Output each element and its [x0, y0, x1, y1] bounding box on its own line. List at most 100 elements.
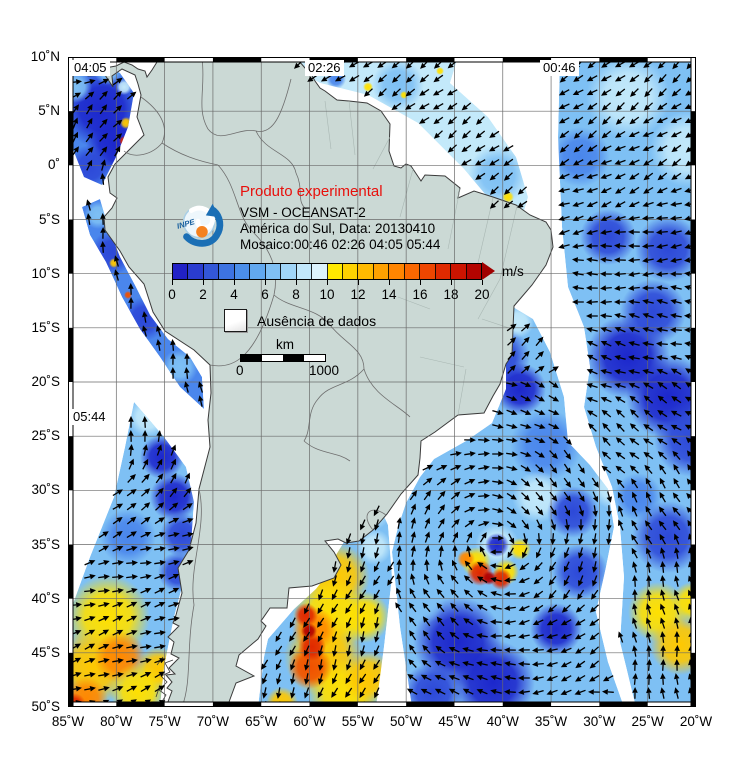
lon-tick-label: 40˚W: [486, 714, 519, 729]
title-block: Produto experimental VSM - OCEANSAT-2 Am…: [240, 183, 440, 253]
colorbar-tickmark: [358, 280, 359, 285]
colorbar-arrow-tip: [482, 262, 495, 280]
mosaic-times-line: Mosaico:00:46 02:26 04:05 05:44: [240, 237, 441, 252]
colorbar-tick-label: 14: [381, 287, 397, 302]
no-data-legend: Ausência de dados: [224, 309, 376, 332]
colorbar-segment: [219, 264, 235, 279]
colorbar-segment: [281, 264, 297, 279]
lat-tick-label: 40˚S: [31, 590, 60, 606]
lon-tick-label: 55˚W: [341, 714, 374, 729]
colorbar-tickmark: [327, 280, 328, 285]
lat-tick-label: 10˚N: [30, 49, 60, 64]
swath-pass-0226-south-atlantic-cyclone: [392, 307, 624, 707]
arrows-pass-0544-peru-coast: [86, 199, 204, 407]
colorbar-tickmark: [203, 280, 204, 285]
pass-time-label: 05:44: [70, 409, 109, 425]
colorbar-tickmark: [420, 280, 421, 285]
colorbar-unit-label: m/s: [502, 264, 524, 279]
colorbar-tickmark: [172, 280, 173, 285]
arrows-pass-0226-north-coast: [294, 60, 528, 209]
lat-tick-label: 5˚S: [38, 211, 60, 227]
colorbar-segment: [373, 264, 390, 279]
scalebar-segment: [262, 355, 283, 361]
colorbar-tick-label: 8: [292, 287, 300, 302]
colorbar-segment: [466, 264, 482, 279]
colorbar-segment: [451, 264, 467, 279]
colorbar-tick-label: 6: [261, 287, 269, 302]
colorbar-segment: [358, 264, 374, 279]
lon-tick-label: 75˚W: [148, 714, 181, 729]
colorbar-tickmark: [296, 280, 297, 285]
swath-pass-0544-chile-south: [68, 402, 194, 707]
lat-tick-label: 25˚S: [31, 428, 60, 444]
colorbar-tickmark: [389, 280, 390, 285]
lon-tick-label: 60˚W: [293, 714, 326, 729]
lat-tick-label: 45˚S: [31, 644, 60, 660]
lon-tick-label: 85˚W: [51, 714, 85, 729]
colorbar-segment: [342, 264, 359, 279]
colorbar-tick-label: 0: [168, 287, 176, 302]
lon-tick-label: 35˚W: [534, 714, 568, 729]
colorbar-tickmark: [451, 280, 452, 285]
lon-tick-label: 50˚W: [390, 714, 423, 729]
colorbar-tick-label: 18: [443, 287, 459, 302]
lat-tick-label: 50˚S: [31, 699, 60, 714]
lat-tick-label: 0˚: [47, 157, 60, 173]
product-name: VSM - OCEANSAT-2: [240, 205, 366, 220]
colorbar-tick-label: 16: [412, 287, 428, 302]
colorbar-segment: [420, 264, 436, 279]
scalebar-end-label: 1000: [308, 363, 340, 378]
pass-time-label: 00:46: [540, 60, 579, 76]
scalebar-segment: [241, 355, 262, 361]
colorbar-segment: [312, 264, 328, 279]
region-date-line: América do Sul, Data: 20130410: [240, 221, 436, 236]
lon-tick-label: 20˚W: [679, 714, 713, 729]
colorbar-tick-label: 20: [474, 287, 490, 302]
scalebar-unit-label: km: [276, 337, 294, 352]
inpe-logo-icon: INPE: [172, 197, 230, 255]
colorbar-segment: [234, 264, 251, 279]
colorbar-segment: [188, 264, 204, 279]
lon-tick-label: 30˚W: [583, 714, 616, 729]
map-frame: [68, 57, 696, 707]
colorbar-segment: [296, 264, 313, 279]
lat-tick-label: 5˚N: [38, 103, 60, 119]
lon-tick-label: 80˚W: [100, 714, 133, 729]
no-data-label: Ausência de dados: [257, 312, 377, 329]
lat-tick-label: 30˚S: [31, 482, 60, 498]
colorbar-tick-label: 4: [230, 287, 238, 302]
colorbar-gradient: [172, 263, 482, 280]
colorbar-segment: [435, 264, 452, 279]
colorbar-segment: [250, 264, 266, 279]
colorbar-segment: [265, 264, 282, 279]
arrows-pass-0226-south-atlantic-cyclone: [395, 323, 628, 707]
colorbar-tick-label: 10: [319, 287, 335, 302]
colorbar-tickmark: [482, 280, 483, 285]
colorbar-segment: [327, 264, 343, 279]
scalebar-bar: [240, 354, 326, 362]
colorbar-tick-label: 12: [350, 287, 366, 302]
lat-tick-label: 10˚S: [31, 265, 60, 281]
scalebar-start-label: 0: [236, 363, 244, 378]
wind-vector-arrows: [70, 59, 696, 707]
pass-time-label: 04:05: [71, 60, 110, 76]
lat-tick-label: 15˚S: [31, 319, 60, 335]
colorbar-segment: [404, 264, 421, 279]
lon-tick-label: 70˚W: [196, 714, 230, 729]
colorbar-segment: [173, 264, 189, 279]
colorbar-tick-label: 2: [199, 287, 207, 302]
map-canvas: [68, 57, 696, 707]
info-block: INPE Produto experimental VSM - OCEANSAT…: [172, 183, 441, 255]
colorbar-segment: [203, 264, 220, 279]
lon-tick-label: 65˚W: [245, 714, 278, 729]
scalebar-segment: [283, 355, 304, 361]
colorbar-tickmark: [234, 280, 235, 285]
map-area: 04:05 02:26 00:46 05:44 INPE Produto experi…: [68, 57, 696, 707]
lat-tick-label: 20˚S: [31, 374, 60, 389]
scalebar-segment: [304, 355, 325, 361]
no-data-swatch: [224, 309, 247, 332]
experimental-product-label: Produto experimental: [240, 183, 383, 200]
colorbar-tickmark: [265, 280, 266, 285]
wind-speed-colorbar: m/s 0 2 4 6 8 10 12 14 16 18 20: [168, 262, 632, 309]
